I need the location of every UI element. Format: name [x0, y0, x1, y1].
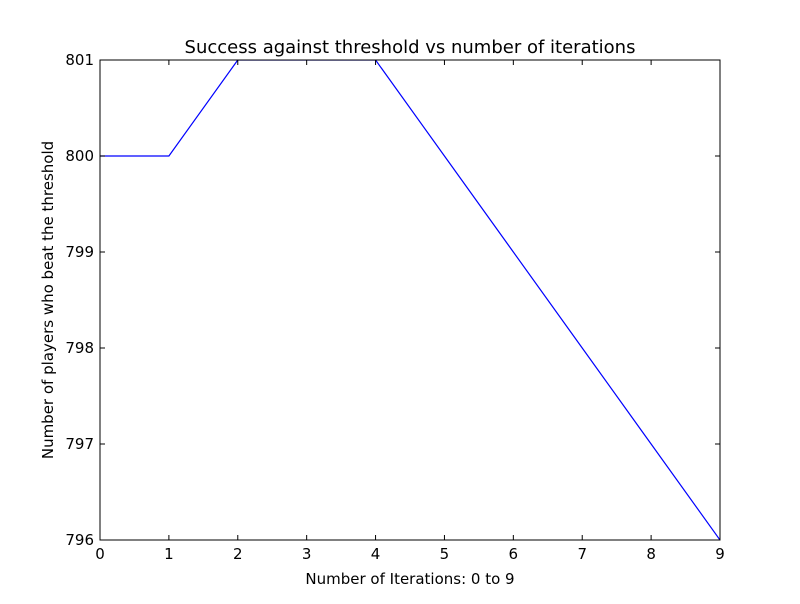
- axes-background: [100, 60, 720, 540]
- series-line-0: [100, 60, 720, 540]
- x-tick-label-5: 5: [440, 545, 450, 563]
- x-tick-label-7: 7: [577, 545, 587, 563]
- y-axis-label: Number of players who beat the threshold: [39, 141, 57, 459]
- x-tick-label-9: 9: [715, 545, 725, 563]
- x-tick-label-6: 6: [509, 545, 519, 563]
- axes-frame: [99, 59, 721, 541]
- x-tick-label-1: 1: [164, 545, 174, 563]
- x-tick-label-8: 8: [646, 545, 656, 563]
- y-tick-label-796: 796: [65, 531, 94, 549]
- y-tick-label-798: 798: [65, 339, 94, 357]
- y-tick-label-801: 801: [65, 51, 94, 69]
- y-tick-label-797: 797: [65, 435, 94, 453]
- x-axis-label: Number of Iterations: 0 to 9: [305, 570, 514, 588]
- x-tick-label-0: 0: [95, 545, 105, 563]
- y-tick-label-799: 799: [65, 243, 94, 261]
- x-tick-label-2: 2: [233, 545, 243, 563]
- x-tick-label-4: 4: [371, 545, 381, 563]
- chart-title: Success against threshold vs number of i…: [185, 37, 636, 58]
- x-tick-label-3: 3: [302, 545, 312, 563]
- plot-area: 0 1 2 3 4 5 6 7 8 9 796 797 798 799 800 801: [65, 51, 724, 563]
- y-tick-label-800: 800: [65, 147, 94, 165]
